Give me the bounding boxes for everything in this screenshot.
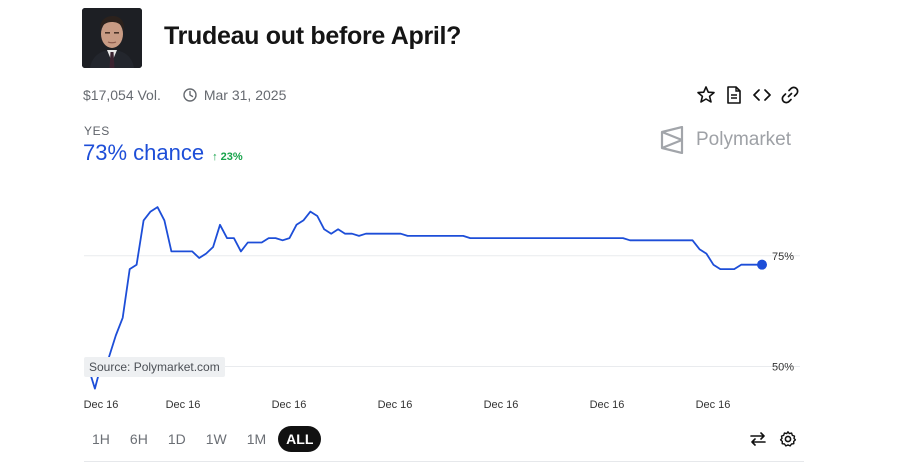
range-button-6h[interactable]: 6H: [129, 431, 148, 447]
change-badge: ↑ 23%: [212, 151, 243, 163]
x-tick-label: Dec 16: [484, 399, 519, 411]
current-price-dot: [757, 259, 767, 270]
polymarket-logo-icon: [660, 126, 684, 154]
volume-text: $17,054 Vol.: [83, 87, 161, 103]
end-date-text: Mar 31, 2025: [203, 87, 287, 103]
market-actions: [695, 84, 807, 106]
chance-row: 73% chance ↑ 23%: [83, 140, 243, 166]
x-tick-label: Dec 16: [166, 399, 201, 411]
range-button-1w[interactable]: 1W: [205, 431, 227, 447]
clock-icon: [183, 88, 197, 102]
price-chart: 50% 75% Dec 16 Dec 16 Dec 16 Dec 16 Dec 16 Dec …: [84, 206, 800, 411]
chance-value: 73% chance: [83, 140, 205, 165]
star-icon[interactable]: [695, 84, 717, 106]
market-title: Trudeau out before April?: [164, 22, 462, 50]
market-meta: $17,054 Vol. Mar 31, 2025: [83, 87, 286, 103]
chart-tools: [748, 429, 808, 449]
x-tick-label: Dec 16: [590, 399, 625, 411]
polymarket-logo: Polymarket: [660, 126, 791, 154]
brand-text: Polymarket: [696, 129, 792, 150]
range-button-1h[interactable]: 1H: [92, 431, 110, 447]
outcome-label: YES: [84, 124, 110, 138]
settings-gear-icon[interactable]: [778, 429, 798, 449]
y-tick-label: 75%: [772, 251, 794, 263]
y-tick-label: 50%: [772, 361, 794, 373]
x-tick-label: Dec 16: [378, 399, 413, 411]
time-range-selector: 1H 6H 1D 1W 1M ALL: [84, 426, 325, 452]
end-date: Mar 31, 2025: [183, 87, 287, 103]
x-tick-label: Dec 16: [696, 399, 731, 411]
swap-arrows-icon[interactable]: [748, 429, 768, 449]
yes-price-line: [87, 206, 762, 390]
link-icon[interactable]: [779, 84, 801, 106]
range-button-1m[interactable]: 1M: [246, 431, 267, 447]
x-tick-label: Dec 16: [272, 399, 307, 411]
range-button-1d[interactable]: 1D: [167, 431, 186, 447]
market-avatar: [82, 8, 142, 68]
portrait-image: [82, 8, 142, 68]
embed-code-icon[interactable]: [751, 84, 773, 106]
x-tick-label: Dec 16: [84, 399, 119, 411]
source-label: Source: Polymarket.com: [84, 357, 225, 377]
document-icon[interactable]: [723, 84, 745, 106]
range-button-all[interactable]: ALL: [278, 426, 322, 452]
footer-divider: [84, 461, 804, 462]
